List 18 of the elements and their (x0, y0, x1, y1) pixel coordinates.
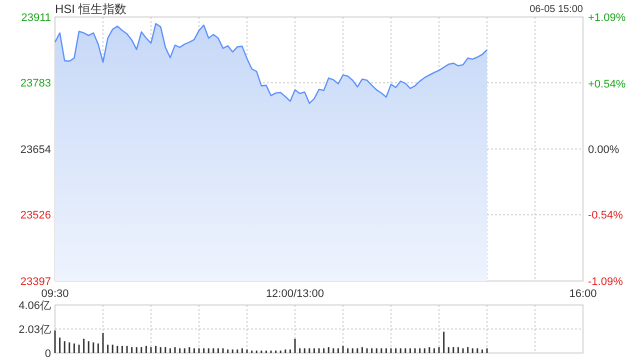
y2-tick-label: -1.09% (588, 276, 624, 288)
x-tick-label: 09:30 (41, 288, 69, 300)
y2-tick-label: 0.00% (588, 144, 620, 156)
x-tick-label: 16:00 (569, 288, 597, 300)
y-tick-label: 4.06亿 (18, 300, 51, 312)
y2-tick-label: -0.54% (588, 209, 624, 222)
chart-title: HSI 恒生指数 (55, 2, 126, 16)
y2-tick-label: +0.54% (588, 78, 626, 91)
y-tick-label: 23526 (20, 210, 51, 222)
x-tick-label: 12:00/13:00 (266, 288, 324, 300)
text: 06-05 15:00 (530, 4, 584, 15)
y-tick-label: 0 (44, 348, 51, 360)
y-tick-label: 23783 (20, 78, 51, 90)
y-tick-label: 2.03亿 (18, 324, 51, 336)
y2-tick-label: +1.09% (588, 12, 626, 24)
y-tick-label: 23911 (21, 12, 51, 24)
y-tick-label: 23397 (20, 276, 51, 288)
y-tick-label: 23654 (20, 144, 51, 156)
